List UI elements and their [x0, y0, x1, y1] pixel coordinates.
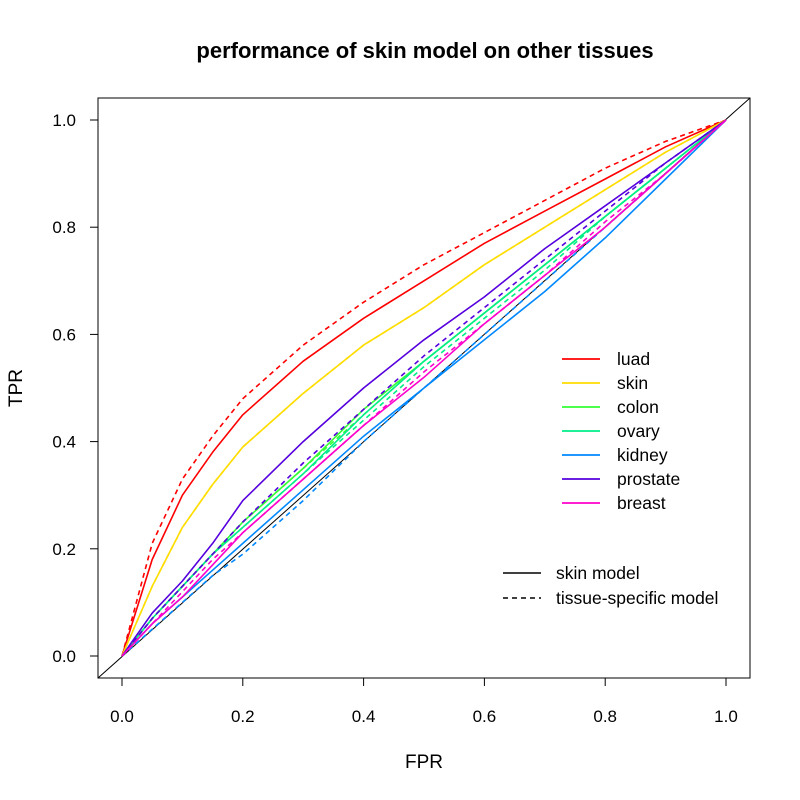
y-axis: 0.0 0.2 0.4 0.6 0.8 1.0 [52, 111, 99, 666]
x-tick-label: 1.0 [714, 707, 738, 726]
legend-label-solid: skin model [556, 563, 640, 583]
y-tick-label: 0.6 [52, 325, 76, 344]
series-line-luad-tissue-specific-model [121, 119, 727, 657]
series-line-luad-skin-model [121, 119, 727, 657]
y-tick-label: 0.8 [52, 218, 76, 237]
y-tick-label: 1.0 [52, 111, 76, 130]
series-line-prostate-skin-model [121, 119, 727, 657]
legend-label-dashed: tissue-specific model [556, 588, 718, 608]
series-line-skin-tissue-specific-model [121, 119, 727, 657]
y-axis-label: TPR [6, 369, 27, 407]
legend-label-colon: colon [617, 397, 659, 417]
legend-label-breast: breast [617, 493, 666, 513]
x-tick-label: 0.4 [352, 707, 376, 726]
y-tick-label: 0.2 [52, 540, 76, 559]
legend-label-skin: skin [617, 373, 648, 393]
series-line-prostate-tissue-specific-model [121, 119, 727, 657]
x-axis: 0.0 0.2 0.4 0.6 0.8 1.0 [110, 677, 738, 726]
x-axis-label: FPR [405, 752, 443, 773]
legend-label-kidney: kidney [617, 445, 668, 465]
y-tick-label: 0.4 [52, 433, 76, 452]
y-tick-label: 0.0 [52, 647, 76, 666]
chart-title: performance of skin model on other tissu… [196, 38, 653, 63]
x-tick-label: 0.6 [473, 707, 497, 726]
legend-label-ovary: ovary [617, 421, 660, 441]
legend-models: skin model tissue-specific model [503, 563, 718, 608]
legend-label-prostate: prostate [617, 469, 680, 489]
x-tick-label: 0.0 [110, 707, 134, 726]
legend-label-luad: luad [617, 349, 650, 369]
x-tick-label: 0.8 [593, 707, 617, 726]
legend-tissues: luad skin colon ovary kidney prostate breast [562, 349, 680, 513]
series-line-breast-tissue-specific-model [121, 119, 727, 657]
series-layer [121, 119, 727, 657]
x-tick-label: 0.2 [231, 707, 255, 726]
